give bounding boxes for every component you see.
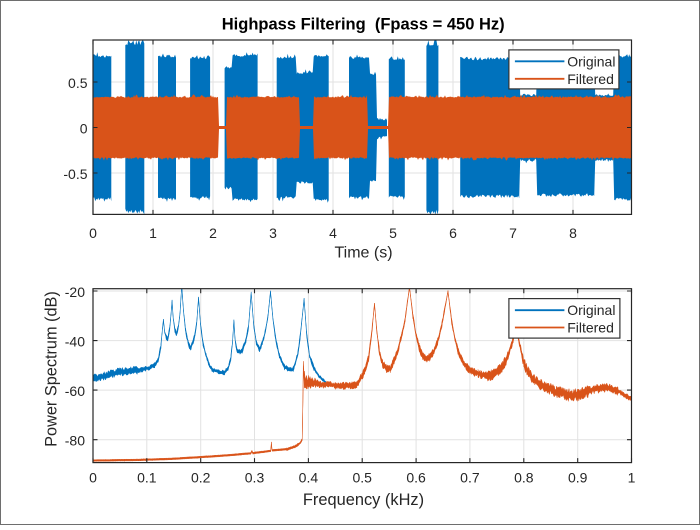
svg-text:-60: -60 (65, 383, 85, 399)
svg-text:Highpass Filtering (Fpass = 4: Highpass Filtering (Fpass = 450 Hz) (222, 15, 505, 33)
svg-text:-40: -40 (65, 334, 85, 350)
svg-text:0.6: 0.6 (406, 470, 426, 486)
svg-text:0.5: 0.5 (68, 75, 88, 91)
svg-text:Original: Original (567, 53, 615, 69)
svg-text:5: 5 (389, 225, 397, 241)
svg-text:0.4: 0.4 (299, 470, 319, 486)
svg-text:0.1: 0.1 (137, 470, 157, 486)
svg-text:-20: -20 (65, 284, 85, 300)
svg-text:-80: -80 (65, 433, 85, 449)
svg-text:0: 0 (89, 470, 97, 486)
svg-text:-0.5: -0.5 (63, 166, 87, 182)
svg-text:Filtered: Filtered (567, 320, 614, 336)
svg-text:Power Spectrum (dB): Power Spectrum (dB) (43, 291, 61, 447)
svg-text:1: 1 (149, 225, 157, 241)
svg-text:1: 1 (628, 470, 636, 486)
svg-text:Original: Original (567, 302, 615, 318)
svg-text:0.5: 0.5 (352, 470, 372, 486)
svg-text:Time (s): Time (s) (334, 245, 392, 262)
svg-text:0.7: 0.7 (460, 470, 480, 486)
svg-text:3: 3 (269, 225, 277, 241)
svg-text:0.3: 0.3 (245, 470, 265, 486)
svg-text:0: 0 (89, 225, 97, 241)
svg-text:0.9: 0.9 (568, 470, 588, 486)
svg-text:6: 6 (449, 225, 457, 241)
svg-text:7: 7 (509, 225, 517, 241)
svg-text:4: 4 (329, 225, 337, 241)
svg-text:2: 2 (209, 225, 217, 241)
svg-text:Filtered: Filtered (567, 71, 614, 87)
svg-text:Frequency (kHz): Frequency (kHz) (303, 491, 424, 509)
svg-text:8: 8 (569, 225, 577, 241)
svg-text:0: 0 (80, 121, 88, 137)
svg-text:0.8: 0.8 (514, 470, 534, 486)
svg-text:0.2: 0.2 (191, 470, 211, 486)
